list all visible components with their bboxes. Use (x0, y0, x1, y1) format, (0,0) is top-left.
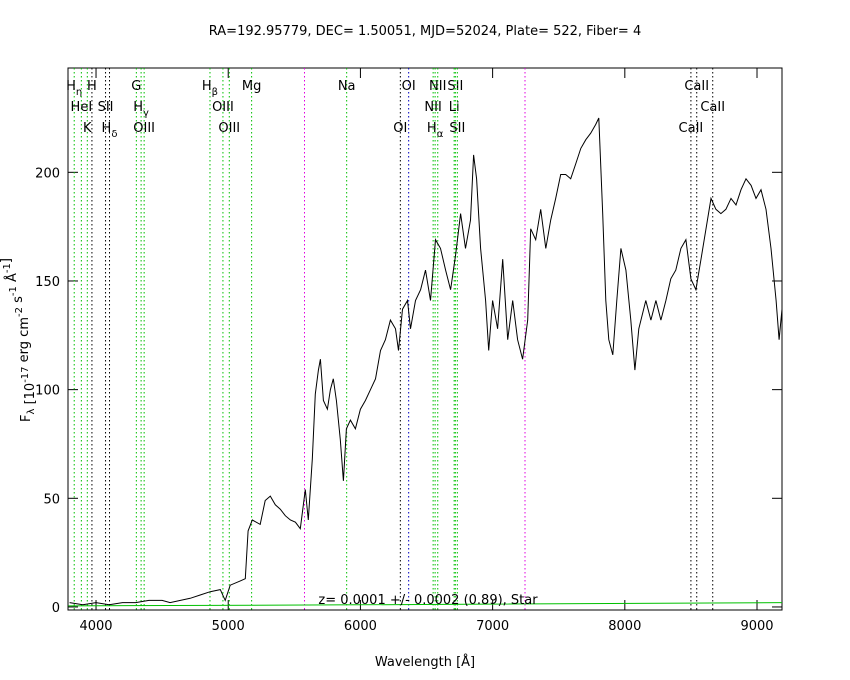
line-label: NII (424, 100, 441, 115)
spectrum-line (68, 602, 783, 607)
line-label-text: H (66, 79, 76, 94)
line-label: Hδ (102, 121, 118, 140)
x-tick-label: 6000 (344, 619, 377, 634)
line-label-text: SII (98, 100, 114, 115)
line-label-text: OIII (212, 100, 234, 115)
line-label: CaII (679, 121, 704, 136)
x-tick-label: 5000 (212, 619, 245, 634)
line-label-text: OIII (218, 121, 240, 136)
line-label-text: HeI (71, 100, 93, 115)
line-label-text: NII (424, 100, 441, 115)
line-label: Na (338, 79, 356, 94)
line-label: K (83, 121, 92, 136)
x-tick-label: 8000 (608, 619, 641, 634)
y-tick-label: 200 (35, 166, 60, 181)
line-label-text: Li (449, 100, 460, 115)
chart-title: RA=192.95779, DEC= 1.50051, MJD=52024, P… (209, 24, 641, 39)
line-label-sub: δ (111, 129, 117, 140)
line-label: OI (402, 79, 416, 94)
line-label-text: CaII (700, 100, 725, 115)
line-label-text: SII (449, 121, 465, 136)
y-label-part: -17 (20, 366, 31, 382)
y-label-part: ] (0, 258, 14, 263)
line-label-text: CaII (684, 79, 709, 94)
line-label: HeI (71, 100, 93, 115)
y-tick-label: 0 (52, 601, 60, 616)
y-label-part: s (11, 296, 26, 307)
line-label: CaII (684, 79, 709, 94)
y-label-part: λ (26, 408, 37, 414)
line-label-text: SII (447, 79, 463, 94)
line-label-text: H (102, 121, 112, 136)
line-label-text: Mg (242, 79, 261, 94)
line-label: Hα (427, 121, 444, 140)
line-label-text: K (83, 121, 92, 136)
x-tick-label: 7000 (476, 619, 509, 634)
line-label: H (87, 79, 97, 94)
line-label-sub: η (76, 87, 82, 98)
line-label-text: OI (402, 79, 416, 94)
y-tick-label: 100 (35, 384, 60, 399)
line-label-text: H (87, 79, 97, 94)
line-label-text: H (133, 100, 143, 115)
plot-frame (67, 67, 783, 611)
line-label: OIII (133, 121, 155, 136)
y-label-part: F (19, 414, 34, 421)
line-label-text: NII (429, 79, 446, 94)
line-label: OIII (212, 100, 234, 115)
line-label-text: H (202, 79, 212, 94)
y-label-part: -1 (8, 286, 19, 296)
line-label: CaII (700, 100, 725, 115)
y-label-part: erg cm (17, 317, 32, 366)
line-label-text: Na (338, 79, 356, 94)
line-label: Li (449, 100, 460, 115)
line-label-text: OIII (133, 121, 155, 136)
annotation: z= 0.0001 +/- 0.0002 (0.89), Star (318, 593, 538, 608)
y-label-part: [10 (23, 383, 38, 409)
line-label: SII (447, 79, 463, 94)
line-label: SII (449, 121, 465, 136)
y-label-part: -1 (2, 263, 13, 273)
line-label-text: H (427, 121, 437, 136)
line-label-sub: β (212, 87, 218, 98)
line-label: Hβ (202, 79, 218, 98)
spectrum-line (69, 117, 783, 606)
line-label: SII (98, 100, 114, 115)
line-label: Hγ (133, 100, 149, 119)
x-tick-label: 9000 (740, 619, 773, 634)
line-label-sub: α (437, 129, 444, 140)
x-tick-label: 4000 (79, 619, 112, 634)
line-label-text: G (131, 79, 141, 94)
line-label: Hη (66, 79, 82, 98)
line-label: NII (429, 79, 446, 94)
line-label: Mg (242, 79, 261, 94)
y-tick-label: 150 (35, 275, 60, 290)
line-label: OIII (218, 121, 240, 136)
line-label: OI (393, 121, 407, 136)
line-label-text: OI (393, 121, 407, 136)
y-label-part: Å (4, 273, 20, 286)
y-axis-label: Fλ [10-17 erg cm-2 s-1 Å-1] (0, 258, 38, 422)
line-label-text: CaII (679, 121, 704, 136)
y-tick-label: 50 (43, 492, 60, 507)
x-axis-label: Wavelength [Å] (375, 654, 475, 670)
y-label-part: -2 (14, 307, 25, 317)
line-label-sub: γ (143, 108, 149, 119)
line-label: G (131, 79, 141, 94)
